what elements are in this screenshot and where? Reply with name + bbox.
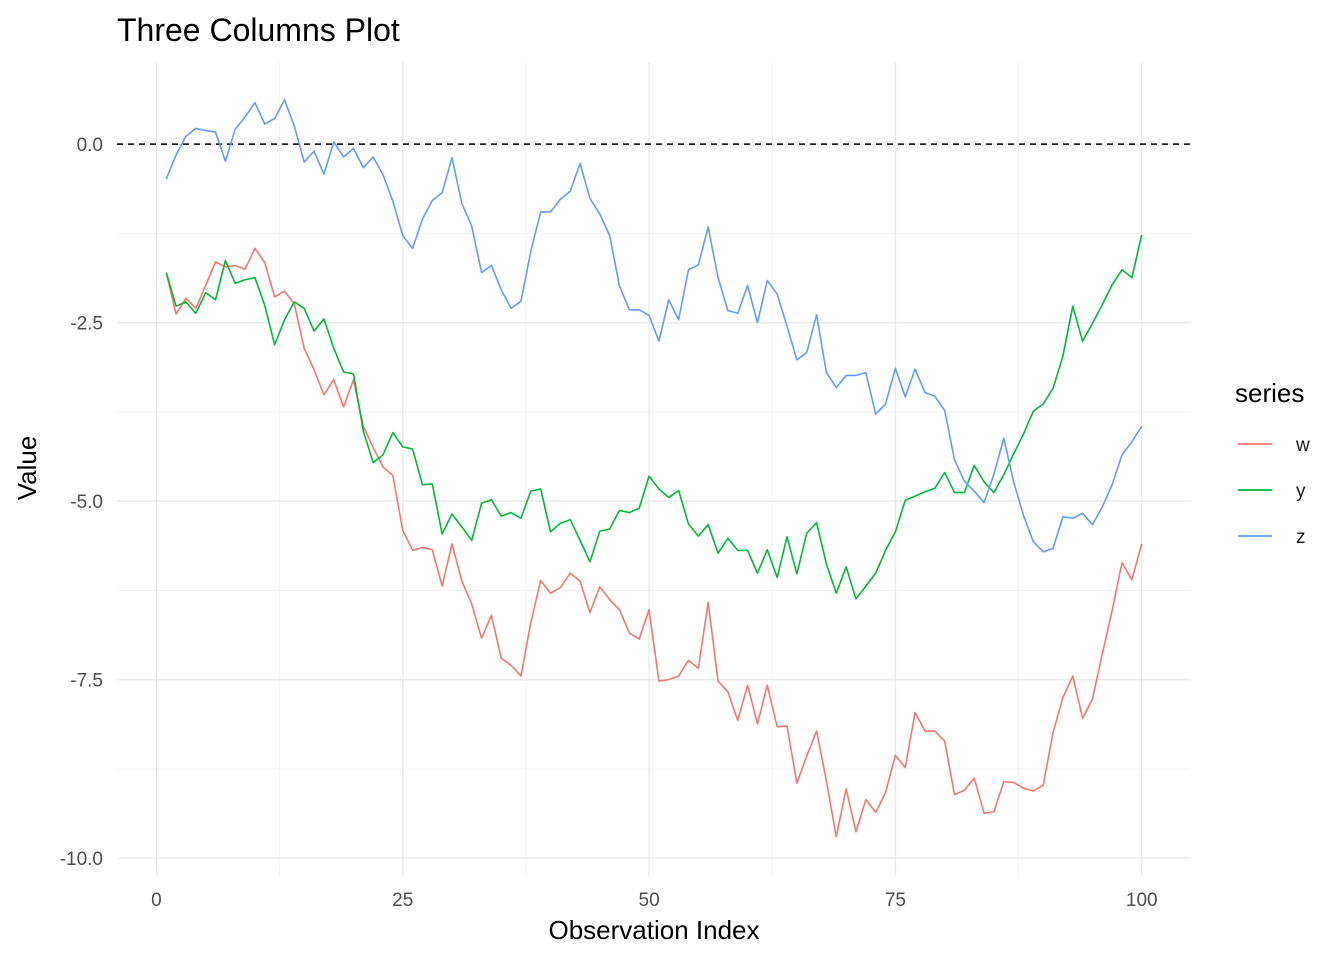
y-axis-ticks: 0.0 -2.5 -5.0 -7.5 -10.0 bbox=[60, 135, 103, 870]
series-lines bbox=[165, 99, 1143, 838]
y-tick-label: -10.0 bbox=[60, 849, 103, 870]
legend: series w y z bbox=[1235, 378, 1310, 548]
legend-label-y: y bbox=[1296, 481, 1306, 502]
y-axis-title: Value bbox=[12, 436, 42, 501]
x-tick-label: 100 bbox=[1126, 890, 1158, 911]
legend-label-z: z bbox=[1296, 527, 1306, 548]
series-line-y bbox=[165, 234, 1143, 600]
series-line-w bbox=[165, 247, 1143, 838]
legend-title: series bbox=[1235, 378, 1304, 408]
x-axis-title: Observation Index bbox=[548, 915, 759, 945]
x-tick-label: 75 bbox=[885, 890, 906, 911]
x-axis-ticks: 0 25 50 75 100 bbox=[151, 890, 1157, 911]
legend-label-w: w bbox=[1295, 435, 1310, 456]
y-tick-label: -5.0 bbox=[70, 492, 103, 513]
series-line-z bbox=[165, 99, 1143, 553]
x-tick-label: 25 bbox=[392, 890, 413, 911]
y-tick-label: -2.5 bbox=[70, 314, 103, 335]
y-tick-label: -7.5 bbox=[70, 671, 103, 692]
chart-title: Three Columns Plot bbox=[117, 12, 400, 48]
major-gridlines bbox=[117, 62, 1191, 876]
y-tick-label: 0.0 bbox=[77, 135, 103, 156]
minor-gridlines bbox=[117, 62, 1191, 876]
x-tick-label: 0 bbox=[151, 890, 162, 911]
x-tick-label: 50 bbox=[639, 890, 660, 911]
